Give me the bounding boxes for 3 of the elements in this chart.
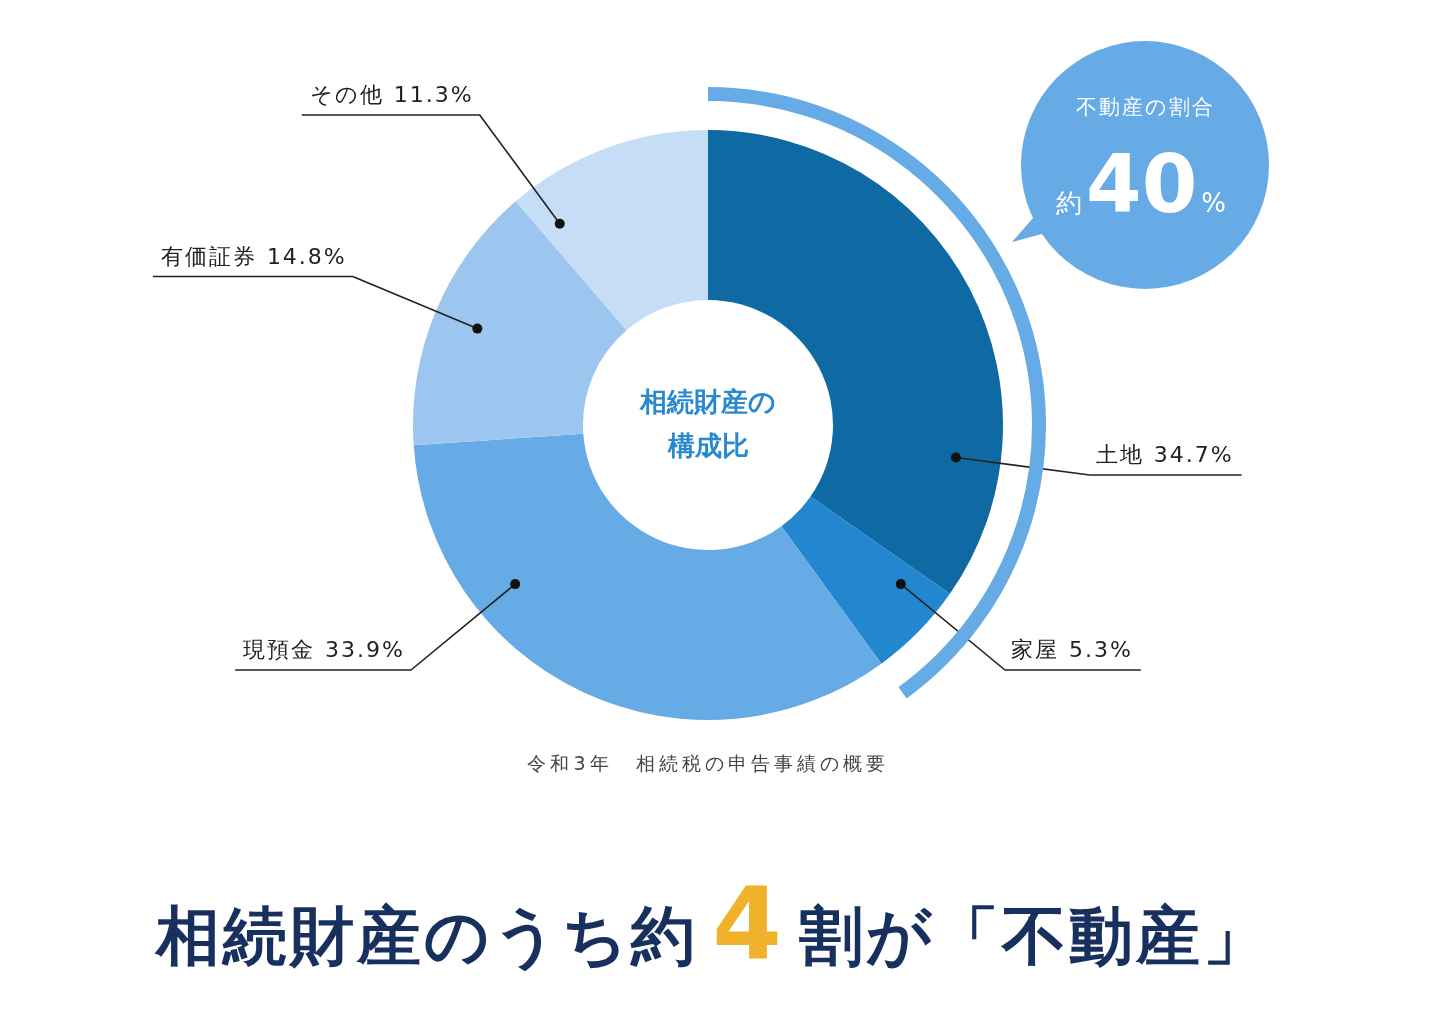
annotation: 相続財産の構成比 xyxy=(640,386,776,461)
annotation: 不動産の割合 xyxy=(1075,95,1215,119)
annotation: 令和3年 相続税の申告事績の概要 xyxy=(527,752,889,774)
